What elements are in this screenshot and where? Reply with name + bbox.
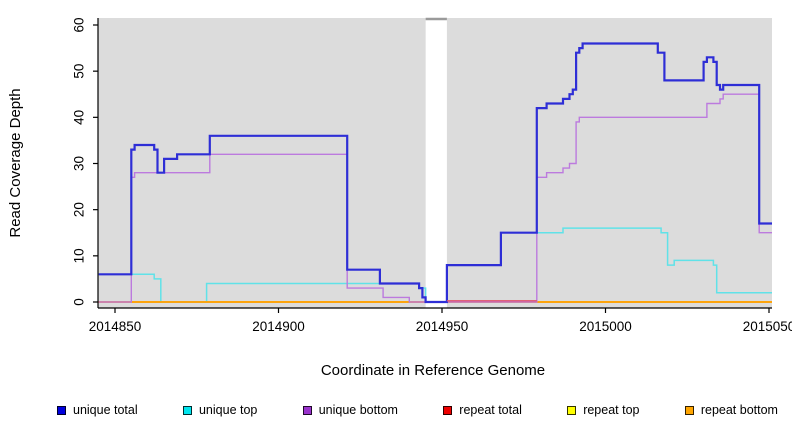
legend-swatch-icon bbox=[567, 405, 577, 415]
legend-swatch-icon bbox=[182, 405, 192, 415]
y-tick-label: 20 bbox=[72, 202, 87, 217]
legend-label: unique top bbox=[198, 402, 258, 417]
legend-item-unique-top: unique top bbox=[182, 402, 258, 417]
legend-item-unique-total: unique total bbox=[57, 404, 138, 417]
legend-label: repeat bottom bbox=[700, 402, 778, 417]
y-tick-label: 30 bbox=[72, 156, 87, 171]
y-tick-label: 10 bbox=[72, 248, 87, 263]
series-unique-total bbox=[98, 42, 772, 304]
x-tick-label: 2015050 bbox=[743, 319, 792, 334]
legend-label: unique bottom bbox=[318, 402, 398, 417]
legend-swatch-icon bbox=[302, 405, 312, 415]
y-tick-label: 60 bbox=[72, 17, 87, 32]
x-tick-label: 2014900 bbox=[252, 319, 305, 334]
y-tick-label: 40 bbox=[72, 110, 87, 125]
legend-swatch-icon bbox=[443, 405, 453, 415]
y-axis-title: Read Coverage Depth bbox=[7, 88, 24, 237]
x-tick-label: 2014950 bbox=[416, 319, 469, 334]
x-tick-label: 2014850 bbox=[89, 319, 142, 334]
legend-label: repeat top bbox=[583, 402, 640, 417]
chart-legend: unique total unique top unique bottom repea… bbox=[0, 392, 792, 428]
legend-swatch-icon bbox=[57, 405, 66, 415]
series-unique-bottom bbox=[98, 93, 772, 303]
x-tick-label: 2015000 bbox=[579, 319, 632, 334]
legend-item-repeat-total: repeat total bbox=[443, 404, 522, 417]
legend-item-repeat-bottom: repeat bottom bbox=[684, 402, 778, 417]
y-tick-label: 50 bbox=[72, 64, 87, 79]
x-axis-title: Coordinate in Reference Genome bbox=[321, 362, 545, 379]
legend-label: unique total bbox=[73, 402, 138, 417]
chart-canvas: 0 10 20 30 40 50 60 2014850 2014900 2014950 201500… bbox=[7, 17, 792, 379]
legend-item-unique-bottom: unique bottom bbox=[302, 402, 398, 417]
legend-label: repeat total bbox=[459, 402, 522, 417]
y-tick-label: 0 bbox=[72, 298, 87, 306]
legend-swatch-icon bbox=[684, 405, 694, 415]
no-data-gap-band bbox=[425, 18, 447, 308]
legend-item-repeat-top: repeat top bbox=[567, 404, 639, 417]
